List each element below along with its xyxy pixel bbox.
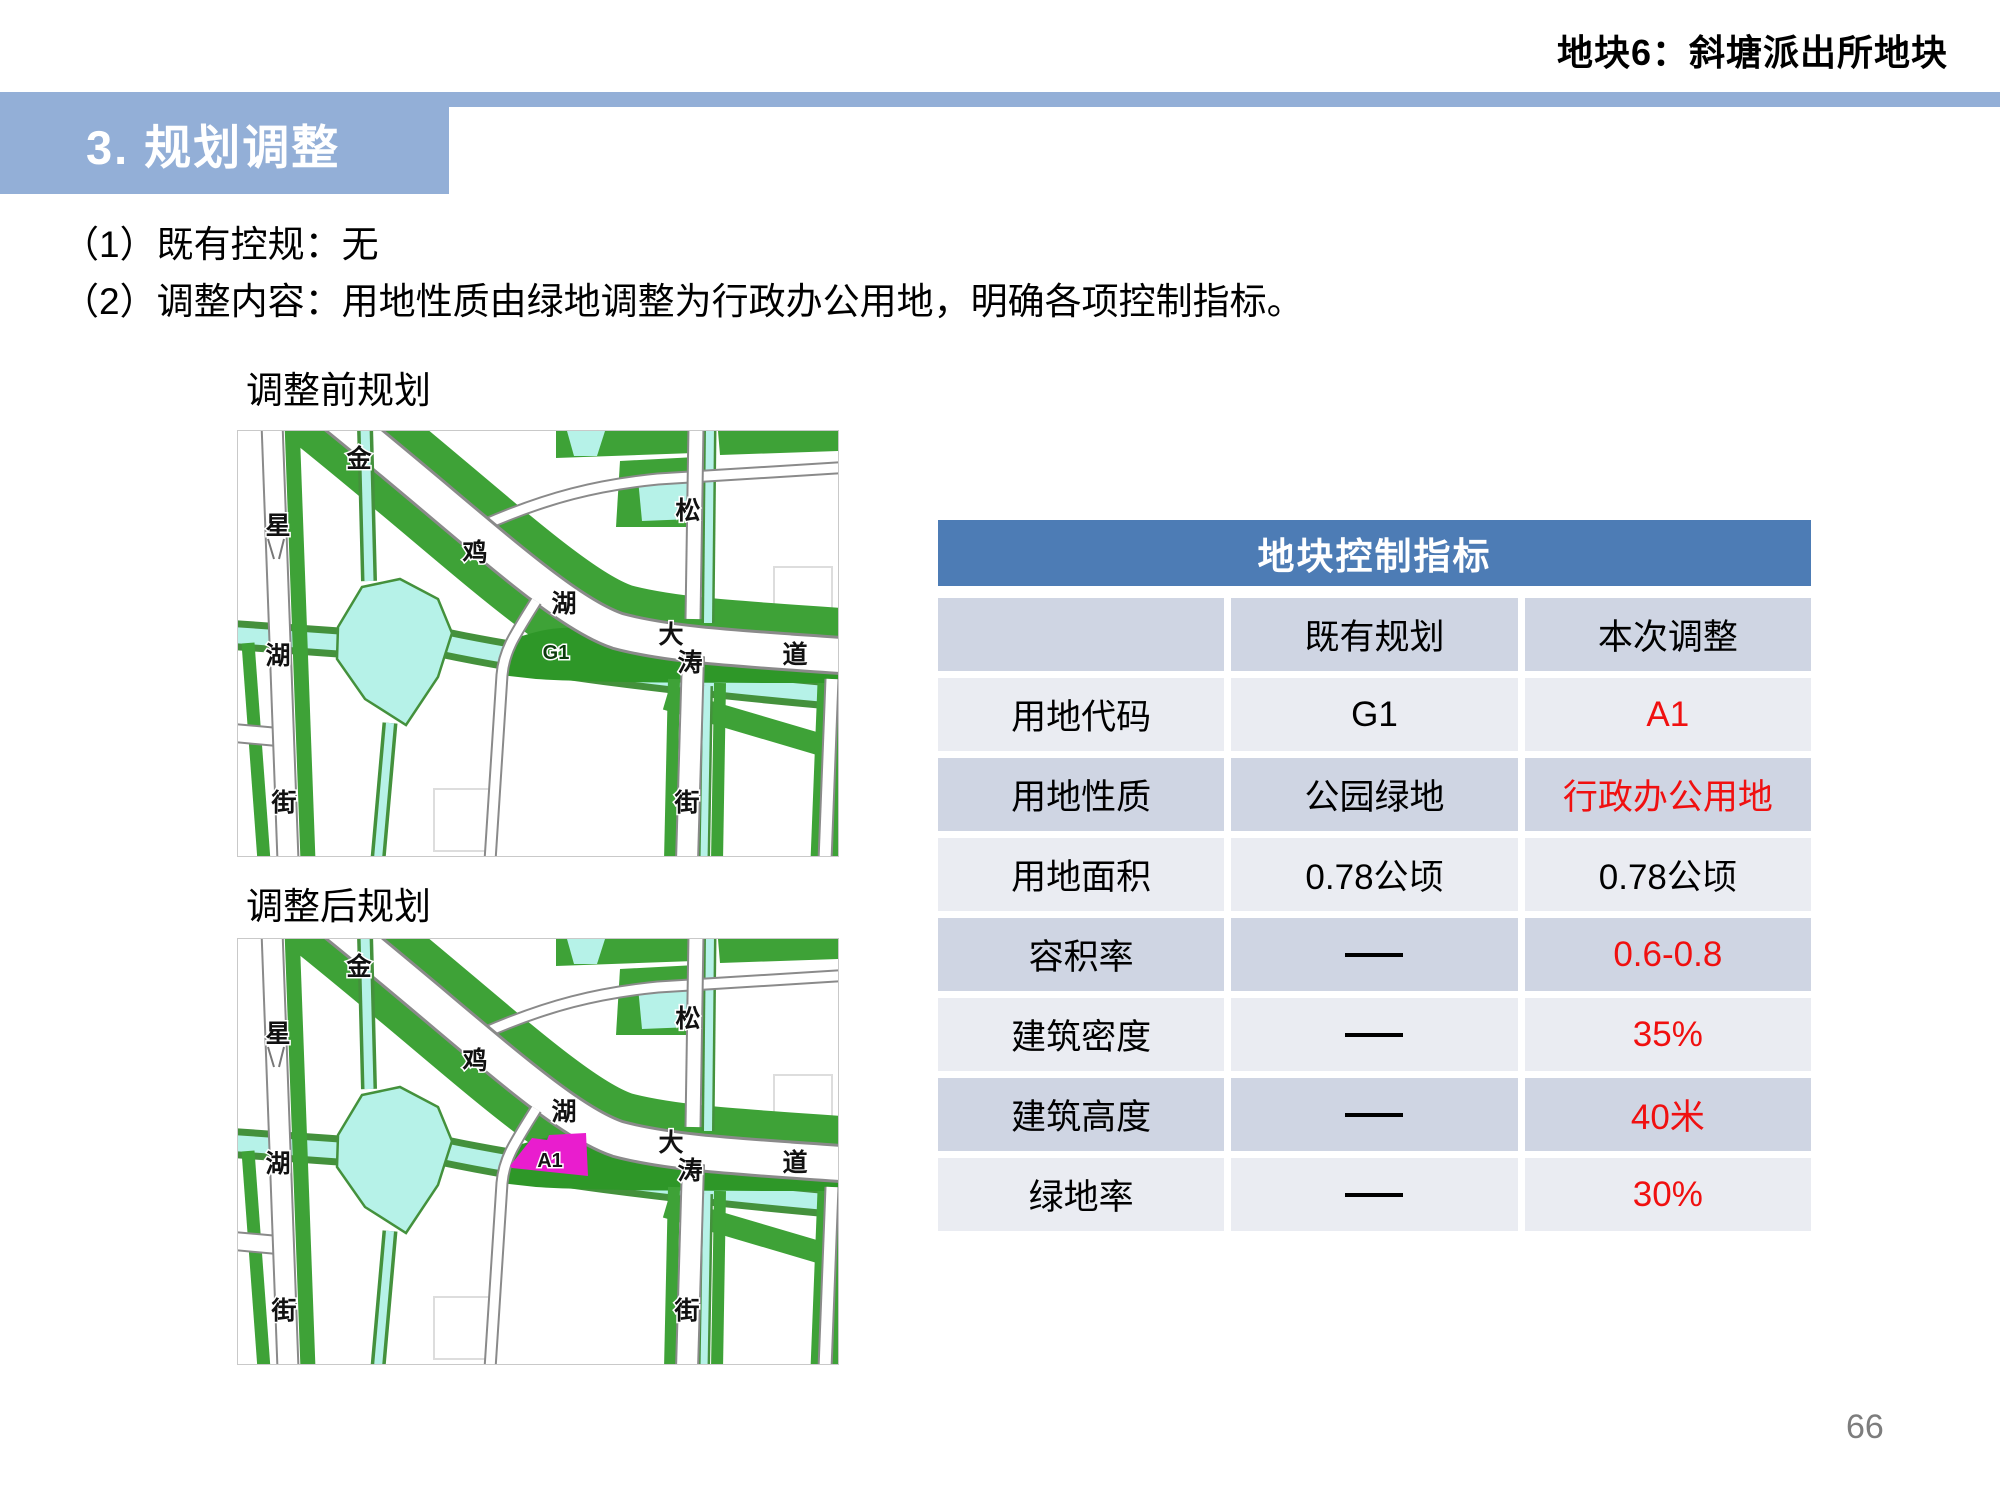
value-before <box>1231 998 1518 1071</box>
svg-text:鸡: 鸡 <box>461 1046 487 1075</box>
dash-placeholder <box>1345 1192 1404 1197</box>
svg-text:道: 道 <box>782 640 807 669</box>
svg-text:街: 街 <box>270 1296 296 1325</box>
body-paragraphs: （1）既有控规：无 （2）调整内容：用地性质由绿地调整为行政办公用地，明确各项控… <box>62 216 1304 330</box>
svg-text:涛: 涛 <box>677 1157 702 1185</box>
svg-text:街: 街 <box>270 788 296 817</box>
row-label: 建筑高度 <box>938 1078 1225 1151</box>
column-header-before: 既有规划 <box>1231 598 1518 671</box>
svg-text:湖: 湖 <box>551 590 576 618</box>
value-before: 0.78公顷 <box>1231 838 1518 911</box>
svg-text:鸡: 鸡 <box>461 538 487 567</box>
column-header-empty <box>938 598 1225 671</box>
corner-header: 地块6：斜塘派出所地块 <box>1556 32 1948 73</box>
value-before: 公园绿地 <box>1231 758 1518 831</box>
value-before: G1 <box>1231 678 1518 751</box>
title-band <box>0 92 2000 107</box>
column-header-after: 本次调整 <box>1524 598 1811 671</box>
value-before <box>1231 918 1518 991</box>
svg-text:湖: 湖 <box>551 1098 576 1126</box>
svg-text:湖: 湖 <box>265 642 290 670</box>
table-title: 地块控制指标 <box>938 520 1811 586</box>
map-after-label: 调整后规划 <box>246 886 431 927</box>
svg-text:街: 街 <box>673 1296 699 1325</box>
page-number: 66 <box>1846 1408 1884 1446</box>
value-after: 35% <box>1524 998 1811 1071</box>
row-label: 用地面积 <box>938 838 1225 911</box>
value-before <box>1231 1158 1518 1231</box>
paragraph-adjustment: （2）调整内容：用地性质由绿地调整为行政办公用地，明确各项控制指标。 <box>62 281 1304 322</box>
svg-text:A1: A1 <box>537 1150 563 1172</box>
value-after: 0.78公顷 <box>1524 838 1811 911</box>
svg-text:涛: 涛 <box>677 649 702 677</box>
svg-text:金: 金 <box>345 444 372 473</box>
svg-text:大: 大 <box>658 621 683 649</box>
dash-placeholder <box>1345 1032 1404 1037</box>
row-label: 用地性质 <box>938 758 1225 831</box>
svg-text:星: 星 <box>265 1020 290 1048</box>
row-label: 用地代码 <box>938 678 1225 751</box>
paragraph-existing-plan: （1）既有控规：无 <box>62 224 379 265</box>
value-after: 行政办公用地 <box>1524 758 1811 831</box>
svg-text:大: 大 <box>658 1129 683 1157</box>
value-after: 0.6-0.8 <box>1524 918 1811 991</box>
value-before <box>1231 1078 1518 1151</box>
row-label: 建筑密度 <box>938 998 1225 1071</box>
value-after: 40米 <box>1524 1078 1811 1151</box>
svg-text:松: 松 <box>675 1005 700 1033</box>
dash-placeholder <box>1345 952 1404 957</box>
dash-placeholder <box>1345 1112 1404 1117</box>
svg-text:道: 道 <box>782 1148 807 1177</box>
map-before-label: 调整前规划 <box>246 370 431 411</box>
svg-text:G1: G1 <box>543 642 570 664</box>
table-grid: 既有规划 本次调整 用地代码 G1 A1 用地性质 公园绿地 行政办公用地 用地面积 0.78公顷… <box>938 598 1811 1231</box>
value-after: 30% <box>1524 1158 1811 1231</box>
control-indicators-table: 地块控制指标 既有规划 本次调整用地代码 G1 A1 用地性质 公园绿地 行政办公用地用地面… <box>938 520 1811 1231</box>
svg-text:松: 松 <box>675 497 700 525</box>
svg-text:星: 星 <box>265 512 290 540</box>
svg-text:湖: 湖 <box>265 1150 290 1178</box>
section-title-box: 3. 规划调整 <box>0 92 449 194</box>
section-title: 3. 规划调整 <box>86 120 341 174</box>
value-after: A1 <box>1524 678 1811 751</box>
svg-text:金: 金 <box>345 952 372 981</box>
row-label: 绿地率 <box>938 1158 1225 1231</box>
row-label: 容积率 <box>938 918 1225 991</box>
svg-text:街: 街 <box>673 788 699 817</box>
